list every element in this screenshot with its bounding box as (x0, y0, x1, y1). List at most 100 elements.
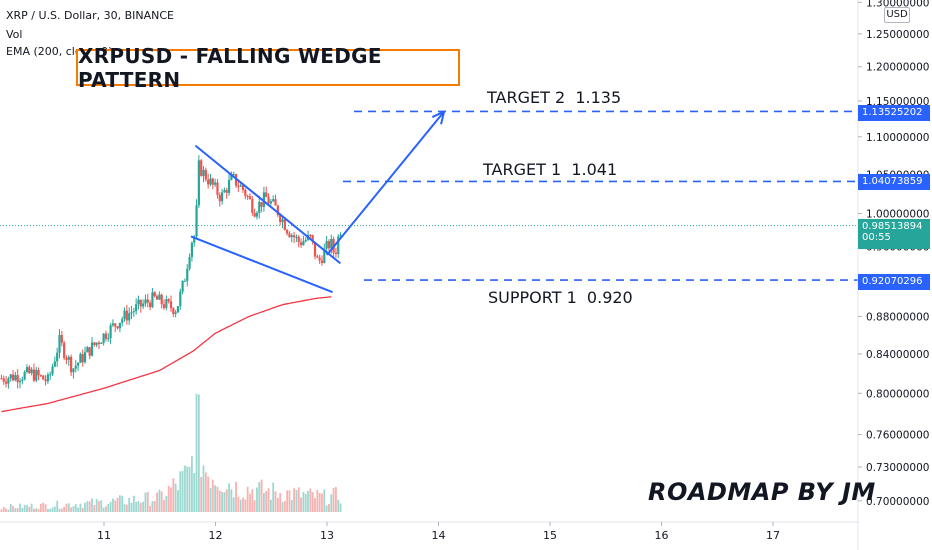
volume-bar (86, 501, 89, 512)
volume-bar (142, 501, 145, 512)
volume-bar (5, 508, 7, 512)
candle-body (239, 185, 242, 187)
volume-bar (181, 471, 184, 512)
candle-body (95, 342, 98, 345)
volume-bar (102, 507, 105, 512)
volume-bar (225, 489, 228, 512)
volume-bar (309, 488, 312, 512)
volume-bar (107, 503, 110, 512)
volume-bar (295, 490, 298, 512)
volume-bar (330, 494, 333, 512)
volume-bar (49, 508, 52, 512)
candle-body (121, 319, 124, 323)
currency-button[interactable]: USD (884, 7, 910, 23)
volume-bar (2, 506, 5, 512)
candle-body (225, 190, 228, 193)
volume-bar (302, 492, 305, 512)
volume-bar (12, 505, 14, 512)
candle-body (23, 372, 26, 380)
ema-200-line (1, 296, 332, 413)
candle-body (290, 235, 293, 238)
candles (0, 155, 342, 389)
candle-body (323, 248, 326, 263)
volume-bar (260, 479, 263, 512)
candle-body (42, 375, 45, 380)
volume-bar (207, 476, 210, 512)
y-tick-label: 0.80000000 (866, 388, 929, 400)
volume-bar (123, 504, 126, 512)
candle-body (125, 310, 128, 321)
volume-bar (116, 497, 119, 512)
y-tick-label: 0.88000000 (866, 312, 929, 324)
volume-bar (244, 499, 247, 512)
candle-body (49, 374, 52, 376)
y-tick-label: 0.84000000 (866, 349, 929, 361)
volume-bar (72, 506, 75, 512)
volume-bar (65, 503, 68, 512)
volume-bar (204, 472, 207, 512)
candle-body (90, 342, 94, 356)
volume-bar (323, 489, 326, 512)
projection-arrow-head (431, 110, 446, 125)
volume-bar (188, 466, 191, 512)
candle-body (197, 160, 200, 206)
volume-bar (19, 503, 21, 512)
target-1-price-tag: 1.04073859 (858, 174, 930, 190)
volume-bar (53, 506, 56, 512)
volume-bar (186, 466, 189, 512)
volume-bar (112, 498, 114, 512)
volume-bar (328, 503, 330, 512)
volume-bar (174, 483, 177, 512)
volume-bar (251, 489, 254, 512)
candle-body (223, 190, 226, 193)
candle-body (56, 352, 59, 362)
candle-body (14, 375, 17, 381)
candle-body (279, 215, 282, 223)
candle-body (255, 212, 259, 217)
candle-body (72, 368, 75, 373)
candle-body (211, 178, 214, 185)
candle-body (234, 174, 238, 186)
candle-body (153, 292, 156, 297)
candle-body (172, 308, 175, 314)
candle-body (204, 169, 207, 180)
volume-bar (214, 485, 217, 512)
volume-bar (297, 487, 300, 512)
volume-bar (67, 503, 70, 512)
volume-bar (209, 488, 212, 512)
volume-bar (51, 507, 54, 512)
volume-bar (14, 508, 17, 512)
volume-bar (314, 498, 316, 512)
volume-bar (300, 497, 302, 512)
support-1-price-tag: 0.92070296 (858, 274, 930, 290)
volume-bar (221, 492, 223, 512)
volume-bar (70, 507, 73, 512)
candle-body (311, 235, 314, 243)
volume-bar (202, 465, 205, 512)
y-tick-label: 1.10000000 (866, 132, 929, 144)
volume-bar (95, 498, 98, 512)
candle-body (93, 342, 96, 345)
ema-line (1, 296, 332, 413)
volume-bar (249, 493, 251, 512)
candle-body (130, 312, 133, 314)
candle-body (241, 185, 245, 190)
volume-bar (286, 490, 289, 512)
volume-bar (230, 489, 233, 512)
volume-bar (193, 472, 196, 512)
candle-body (200, 160, 203, 176)
y-tick-label: 1.20000000 (866, 62, 929, 74)
candle-body (160, 294, 163, 305)
x-tick-label: 12 (209, 529, 223, 542)
volume-bar (167, 485, 170, 512)
candle-body (276, 205, 279, 216)
wedge-upper-line (194, 144, 342, 265)
candle-body (4, 381, 8, 384)
candle-body (190, 242, 193, 257)
volume-bar (144, 492, 147, 512)
candle-body (232, 174, 235, 176)
candle-body (165, 299, 168, 308)
volume-bar (125, 504, 128, 512)
candle-body (44, 379, 47, 382)
candle-body (70, 356, 73, 373)
